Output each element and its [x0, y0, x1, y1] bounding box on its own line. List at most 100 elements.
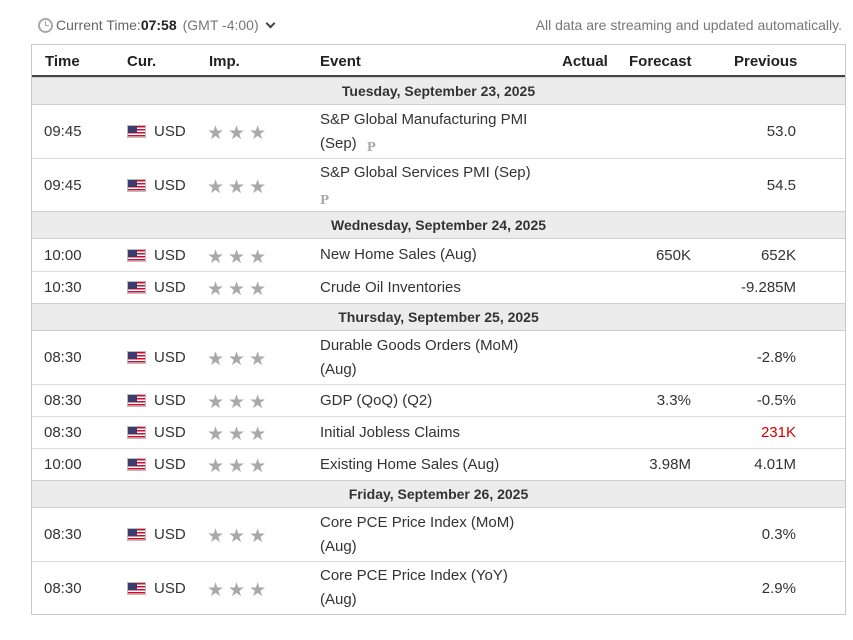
current-time-selector[interactable]: Current Time: 07:58 (GMT -4:00): [38, 17, 276, 33]
event-name-period[interactable]: (Aug): [320, 591, 357, 608]
importance-stars: ★ ★ ★: [207, 449, 270, 480]
column-header-forecast[interactable]: Forecast: [629, 53, 692, 70]
event-name-period[interactable]: (Sep): [320, 134, 357, 152]
us-flag-icon: [127, 281, 146, 294]
star-icon: ★: [207, 579, 225, 601]
column-header-actual[interactable]: Actual: [562, 53, 608, 70]
us-flag-icon: [127, 458, 146, 471]
column-header-event[interactable]: Event: [320, 53, 361, 70]
event-cell: Core PCE Price Index (MoM) (Aug): [320, 508, 550, 561]
star-icon: ★: [228, 424, 246, 445]
event-name[interactable]: Crude Oil Inventories: [320, 278, 461, 296]
event-forecast: 3.3%: [656, 392, 691, 409]
event-row[interactable]: 09:45 USD ★ ★ ★ S&P Global Manufacturing PMI(…: [32, 105, 845, 158]
importance-stars: ★ ★ ★: [207, 239, 270, 271]
us-flag-icon: [127, 248, 146, 262]
event-previous: 652K: [760, 246, 796, 264]
us-flag-icon: [127, 351, 146, 364]
event-name-period[interactable]: (Aug): [320, 360, 357, 378]
current-time-label: Current Time:: [56, 17, 141, 33]
event-currency: USD: [154, 123, 186, 140]
star-icon: ★: [249, 349, 267, 370]
day-header: Friday, September 26, 2025: [32, 480, 845, 508]
event-name[interactable]: New Home Sales (Aug): [320, 246, 477, 263]
star-icon: ★: [228, 123, 246, 144]
flag-cell: [127, 508, 146, 561]
event-cell: Existing Home Sales (Aug): [320, 449, 550, 480]
column-header-previous[interactable]: Previous: [734, 53, 798, 70]
star-icon: ★: [207, 246, 225, 268]
us-flag-icon: [127, 426, 146, 439]
flag-cell: [127, 159, 146, 211]
event-previous: 231K: [760, 424, 796, 441]
column-header-currency[interactable]: Cur.: [127, 53, 157, 70]
event-row[interactable]: 10:00 USD ★ ★ ★ New Home Sales (Aug) 650K 652K: [32, 239, 845, 271]
economic-calendar-table: Time Cur. Imp. Event Actual Forecast Pre…: [31, 44, 846, 615]
event-previous: -9.285M: [740, 279, 796, 296]
event-row[interactable]: 09:45 USD ★ ★ ★ S&P Global Services PMI (Sep)…: [32, 158, 845, 211]
importance-stars: ★ ★ ★: [207, 417, 270, 448]
star-icon: ★: [207, 279, 225, 300]
chevron-down-icon[interactable]: [265, 18, 276, 28]
event-time: 09:45: [44, 176, 82, 194]
event-previous: 53.0: [766, 123, 796, 140]
event-currency: USD: [154, 579, 186, 597]
event-name-period[interactable]: (Aug): [320, 537, 357, 555]
importance-stars: ★ ★ ★: [207, 508, 270, 561]
star-icon: ★: [228, 246, 246, 268]
event-row[interactable]: 08:30 USD ★ ★ ★ Core PCE Price Index (MoM) (Au…: [32, 508, 845, 561]
event-cell: Crude Oil Inventories: [320, 272, 550, 303]
event-cell: S&P Global Services PMI (Sep) P: [320, 159, 550, 211]
event-previous: 54.5: [766, 176, 796, 194]
event-name[interactable]: Durable Goods Orders (MoM): [320, 336, 519, 354]
importance-stars: ★ ★ ★: [207, 562, 270, 614]
event-previous: -0.5%: [756, 392, 796, 409]
flag-cell: [127, 105, 146, 158]
us-flag-icon: [127, 528, 146, 541]
star-icon: ★: [228, 349, 246, 370]
flag-cell: [127, 331, 146, 384]
flag-cell: [127, 272, 146, 303]
star-icon: ★: [207, 526, 225, 547]
star-icon: ★: [228, 579, 246, 601]
streaming-note: All data are streaming and updated autom…: [535, 17, 842, 33]
star-icon: ★: [249, 579, 267, 601]
importance-stars: ★ ★ ★: [207, 272, 270, 303]
preliminary-icon: P: [320, 193, 330, 207]
star-icon: ★: [228, 176, 246, 198]
calendar-toolbar: Current Time: 07:58 (GMT -4:00) All data…: [38, 14, 842, 36]
event-name[interactable]: Core PCE Price Index (YoY): [320, 567, 508, 584]
event-row[interactable]: 08:30 USD ★ ★ ★ Initial Jobless Claims 231K: [32, 416, 845, 448]
timezone-label: (GMT -4:00): [182, 17, 259, 33]
event-row[interactable]: 08:30 USD ★ ★ ★ Durable Goods Orders (MoM) (Au…: [32, 331, 845, 384]
event-currency: USD: [154, 456, 186, 473]
star-icon: ★: [207, 456, 225, 477]
star-icon: ★: [249, 526, 267, 547]
event-name[interactable]: S&P Global Manufacturing PMI: [320, 110, 528, 128]
event-name[interactable]: S&P Global Services PMI (Sep): [320, 164, 531, 181]
event-forecast: 3.98M: [649, 456, 691, 473]
column-header-importance[interactable]: Imp.: [209, 53, 240, 70]
event-cell: Core PCE Price Index (YoY) (Aug): [320, 562, 550, 614]
star-icon: ★: [249, 176, 267, 198]
event-name[interactable]: Initial Jobless Claims: [320, 423, 461, 441]
event-row[interactable]: 10:00 USD ★ ★ ★ Existing Home Sales (Aug) 3.98…: [32, 448, 845, 480]
column-header-time[interactable]: Time: [45, 53, 80, 70]
event-name[interactable]: GDP (QoQ) (Q2): [320, 391, 433, 409]
flag-cell: [127, 449, 146, 480]
flag-cell: [127, 417, 146, 448]
star-icon: ★: [249, 392, 267, 413]
event-row[interactable]: 08:30 USD ★ ★ ★ GDP (QoQ) (Q2) 3.3% -0.5%: [32, 384, 845, 416]
event-row[interactable]: 10:30 USD ★ ★ ★ Crude Oil Inventories -9.285M: [32, 271, 845, 303]
event-name[interactable]: Existing Home Sales (Aug): [320, 455, 500, 473]
event-row[interactable]: 08:30 USD ★ ★ ★ Core PCE Price Index (YoY) (Au…: [32, 561, 845, 614]
event-currency: USD: [154, 246, 186, 264]
event-name[interactable]: Core PCE Price Index (MoM): [320, 513, 515, 531]
event-time: 10:00: [44, 456, 82, 473]
preliminary-icon: P: [366, 139, 376, 154]
star-icon: ★: [249, 456, 267, 477]
event-currency: USD: [154, 349, 186, 366]
event-time: 10:00: [44, 246, 82, 264]
event-previous: 4.01M: [754, 456, 796, 473]
event-time: 08:30: [44, 392, 82, 409]
